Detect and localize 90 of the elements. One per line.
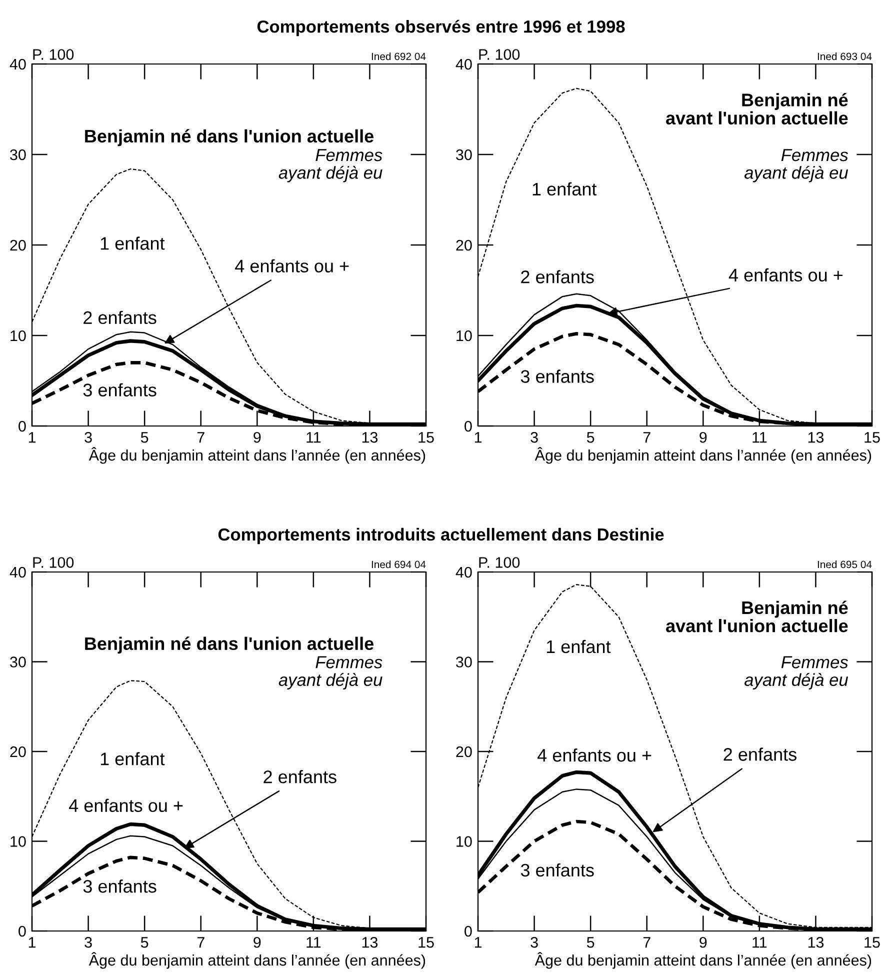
- x-tick-label: 3: [530, 936, 538, 948]
- x-tick-label: 9: [254, 432, 261, 443]
- series-label: 4 enfants ou +: [538, 748, 652, 762]
- x-tick-label: 1: [474, 432, 482, 443]
- y-axis-title: P. 100: [33, 557, 74, 568]
- x-tick-label: 5: [140, 432, 148, 443]
- x-tick-label: 7: [197, 432, 204, 443]
- x-tick-label: 13: [808, 432, 824, 443]
- y-axis-title: P. 100: [479, 557, 520, 568]
- y-tick-label: 20: [456, 240, 472, 251]
- text: Ined 693 04: [818, 52, 872, 60]
- x-tick-label: 15: [418, 937, 434, 948]
- text: 4 enfants ou +: [728, 268, 843, 282]
- x-tick-label: 11: [306, 432, 321, 443]
- x-tick-label: 11: [752, 432, 767, 443]
- y-tick-label: 30: [456, 149, 472, 160]
- y-tick-label: 0: [18, 926, 26, 937]
- annotation: Femmes ayant déjà eu: [278, 656, 382, 690]
- y-tick-label: 40: [456, 58, 472, 70]
- x-tick-label: 1: [28, 432, 36, 443]
- series-label: 2 enfants: [521, 270, 594, 284]
- x-tick-label: 9: [700, 936, 707, 948]
- x-tick-label: 5: [586, 432, 594, 443]
- series-label: 3 enfants: [83, 880, 156, 893]
- series-label: 4 enfants ou +: [69, 798, 183, 812]
- x-axis-title: Âge du benjamin atteint dans l’année (en années): [88, 447, 426, 464]
- annotation: Benjamin né dans l'union actuelle: [85, 636, 374, 654]
- x-tick-label: 15: [864, 937, 880, 948]
- y-tick-label: 40: [10, 58, 26, 70]
- text: 2 enfants: [724, 748, 796, 761]
- x-tick-label: 15: [864, 432, 880, 443]
- y-tick-label: 10: [10, 330, 26, 342]
- y-tick-label: 30: [10, 149, 26, 160]
- x-tick-label: 11: [306, 937, 321, 948]
- annotation: Benjamin né avant l'union actuelle: [666, 600, 848, 632]
- text: Ined 692 04: [372, 52, 426, 60]
- x-tick-label: 7: [643, 432, 650, 443]
- series-label: 1 enfant: [100, 752, 165, 766]
- y-axis-title: P. 100: [479, 49, 520, 60]
- y-tick-label: 10: [456, 836, 472, 847]
- y-tick-label: 0: [18, 420, 26, 432]
- annotation: Femmes ayant déjà eu: [744, 149, 848, 182]
- series-label: 2 enfants: [84, 310, 156, 324]
- y-tick-label: 20: [456, 746, 472, 758]
- series-label: 1 enfant: [100, 236, 165, 250]
- y-tick-label: 40: [456, 566, 472, 578]
- series-label: 1 enfant: [546, 640, 611, 654]
- text: Ined 694 04: [372, 560, 426, 568]
- chart-title: Comportements observés entre 1996 et 1998: [257, 20, 625, 36]
- y-tick-label: 40: [10, 566, 26, 578]
- series-label: 3 enfants: [83, 383, 156, 396]
- x-tick-label: 13: [362, 936, 378, 948]
- y-tick-label: 20: [10, 746, 26, 758]
- x-tick-label: 13: [808, 936, 824, 948]
- x-tick-label: 9: [700, 432, 707, 443]
- x-axis-title: Âge du benjamin atteint dans l’année (en années): [534, 447, 872, 464]
- x-tick-label: 1: [474, 937, 482, 948]
- x-tick-label: 7: [643, 937, 650, 948]
- text: 2 enfants: [264, 770, 336, 784]
- x-tick-label: 7: [197, 937, 204, 948]
- chart-title: Comportements introduits actuellement dans Destinie: [218, 528, 664, 544]
- y-tick-label: 0: [464, 926, 472, 937]
- y-tick-label: 10: [10, 836, 26, 847]
- x-tick-label: 5: [140, 937, 148, 948]
- text: Ined 695 04: [818, 560, 872, 568]
- x-axis-title: Âge du benjamin atteint dans l’année (en années): [88, 952, 426, 969]
- x-tick-label: 5: [586, 937, 594, 948]
- series-label: 3 enfants: [520, 863, 594, 877]
- y-tick-label: 30: [456, 656, 472, 668]
- annotation: Femmes ayant déjà eu: [278, 149, 382, 182]
- x-tick-label: 3: [84, 936, 92, 948]
- x-axis-title: Âge du benjamin atteint dans l’année (en années): [534, 952, 872, 969]
- y-axis-title: P. 100: [33, 49, 74, 60]
- y-tick-label: 0: [464, 420, 472, 432]
- x-tick-label: 1: [28, 937, 36, 948]
- y-tick-label: 10: [456, 330, 472, 342]
- y-tick-label: 30: [10, 656, 26, 668]
- annotation: Benjamin né dans l'union actuelle: [85, 129, 374, 146]
- x-tick-label: 13: [362, 432, 378, 443]
- y-tick-label: 20: [10, 240, 26, 251]
- x-tick-label: 15: [418, 432, 434, 443]
- text: 4 enfants ou +: [235, 259, 349, 272]
- x-tick-label: 11: [752, 937, 767, 948]
- x-tick-label: 3: [84, 432, 92, 443]
- annotation: Benjamin né avant l'union actuelle: [666, 92, 848, 125]
- x-tick-label: 3: [530, 432, 538, 443]
- x-tick-label: 9: [254, 936, 261, 948]
- series-label: 3 enfants: [520, 370, 594, 383]
- annotation: Femmes ayant déjà eu: [744, 656, 848, 690]
- series-label: 1 enfant: [532, 182, 597, 196]
